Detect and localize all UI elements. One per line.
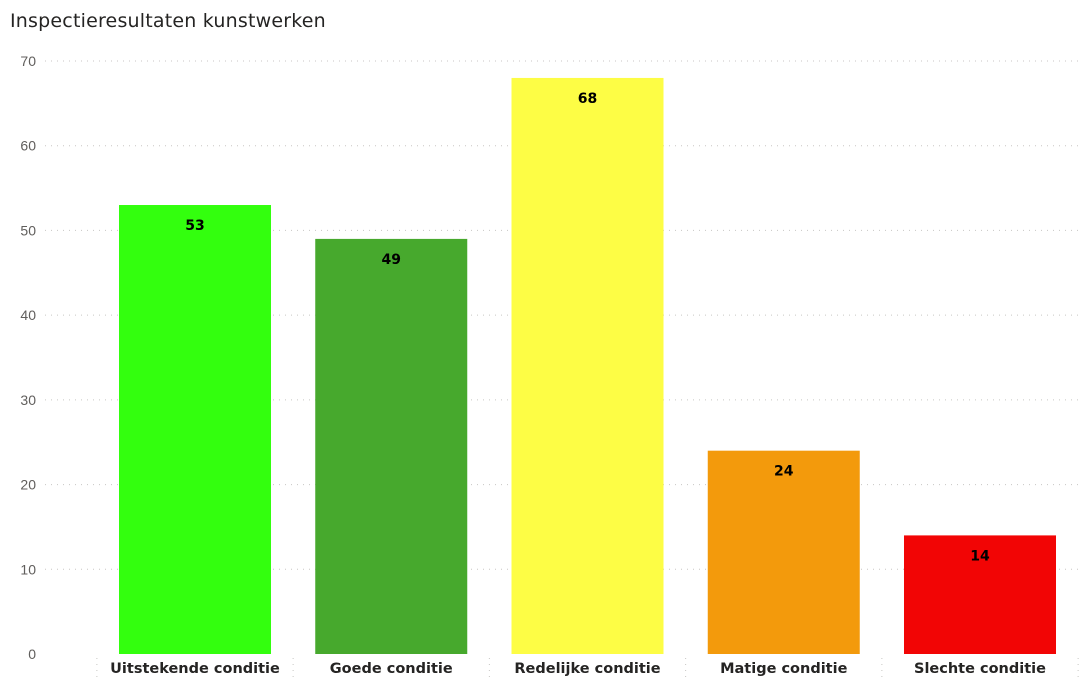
y-tick-label: 20 — [20, 477, 36, 493]
y-tick-label: 40 — [20, 307, 36, 323]
bar — [119, 205, 271, 654]
y-tick-label: 70 — [20, 53, 36, 69]
bars — [119, 77, 1056, 654]
y-tick-label: 30 — [20, 392, 36, 408]
data-labels: 53 49 68 24 14 — [185, 91, 990, 564]
data-label: 53 — [185, 218, 204, 234]
chart-title: Inspectieresultaten kunstwerken — [10, 10, 326, 32]
x-tick-label: Matige conditie — [720, 661, 848, 677]
y-axis: 0 10 20 30 40 50 60 70 — [20, 53, 36, 662]
data-label: 49 — [382, 252, 401, 268]
y-tick-label: 0 — [28, 646, 36, 662]
bar — [904, 535, 1056, 654]
x-tick-label: Redelijke conditie — [514, 661, 660, 677]
x-axis: Uitstekende conditie Goede conditie Redeli… — [110, 661, 1046, 677]
x-tick-label: Slechte conditie — [914, 661, 1046, 677]
data-label: 24 — [774, 464, 794, 480]
x-tick-label: Goede conditie — [330, 661, 453, 677]
x-tick-label: Uitstekende conditie — [110, 661, 280, 677]
bar — [707, 450, 860, 654]
bar — [315, 238, 468, 654]
data-label: 14 — [970, 548, 990, 564]
y-tick-label: 50 — [20, 222, 36, 238]
y-tick-label: 60 — [20, 138, 36, 154]
bar — [511, 77, 664, 654]
data-label: 68 — [578, 91, 597, 107]
y-tick-label: 10 — [20, 561, 36, 577]
